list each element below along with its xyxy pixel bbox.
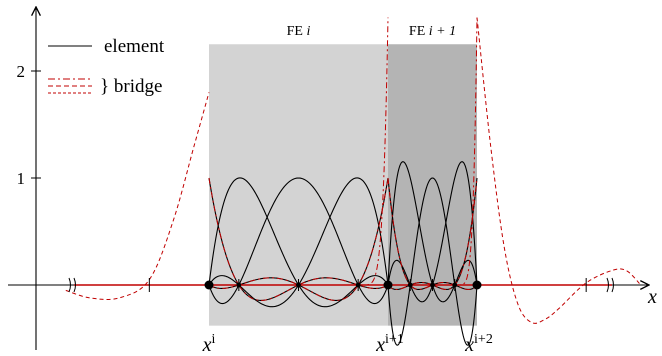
interior-node-5 [452,282,458,288]
node-label-xi1: xi+1 [375,332,404,356]
node-label-xi: xi [202,332,216,356]
interior-node-0 [236,282,242,288]
interior-node-2 [355,282,361,288]
legend-bridge-label: } bridge [100,76,162,97]
interior-node-3 [407,282,413,288]
legend-element-label: element [104,36,165,57]
axis-breaks [68,277,614,293]
fe-i-label: FE i [287,24,311,39]
node-point-1 [383,280,393,290]
interior-node-4 [430,282,435,288]
x-axis-label: x [647,286,657,308]
bridge-curve-1 [476,17,642,324]
axis-break-1-a [606,277,609,293]
node-label-xi2: xi+2 [464,332,493,356]
node-points [204,280,482,290]
axis-break-1-b [611,277,614,293]
interior-node-1 [296,282,301,288]
element-basis-1-2 [387,177,478,346]
y-tick-label-1: 1 [17,169,26,188]
fe-i-region [209,44,388,326]
y-tick-label-2: 2 [17,62,26,81]
bridge-curve-0 [65,92,210,301]
fe-i-plus-1-label: FE i + 1 [409,24,456,39]
legend: element } bridge [48,36,165,97]
node-point-2 [472,280,482,290]
axis-break-0-b [73,277,76,293]
fe-i-plus-1-region [388,44,477,326]
axis-break-0-a [68,277,71,293]
node-point-0 [204,280,214,290]
